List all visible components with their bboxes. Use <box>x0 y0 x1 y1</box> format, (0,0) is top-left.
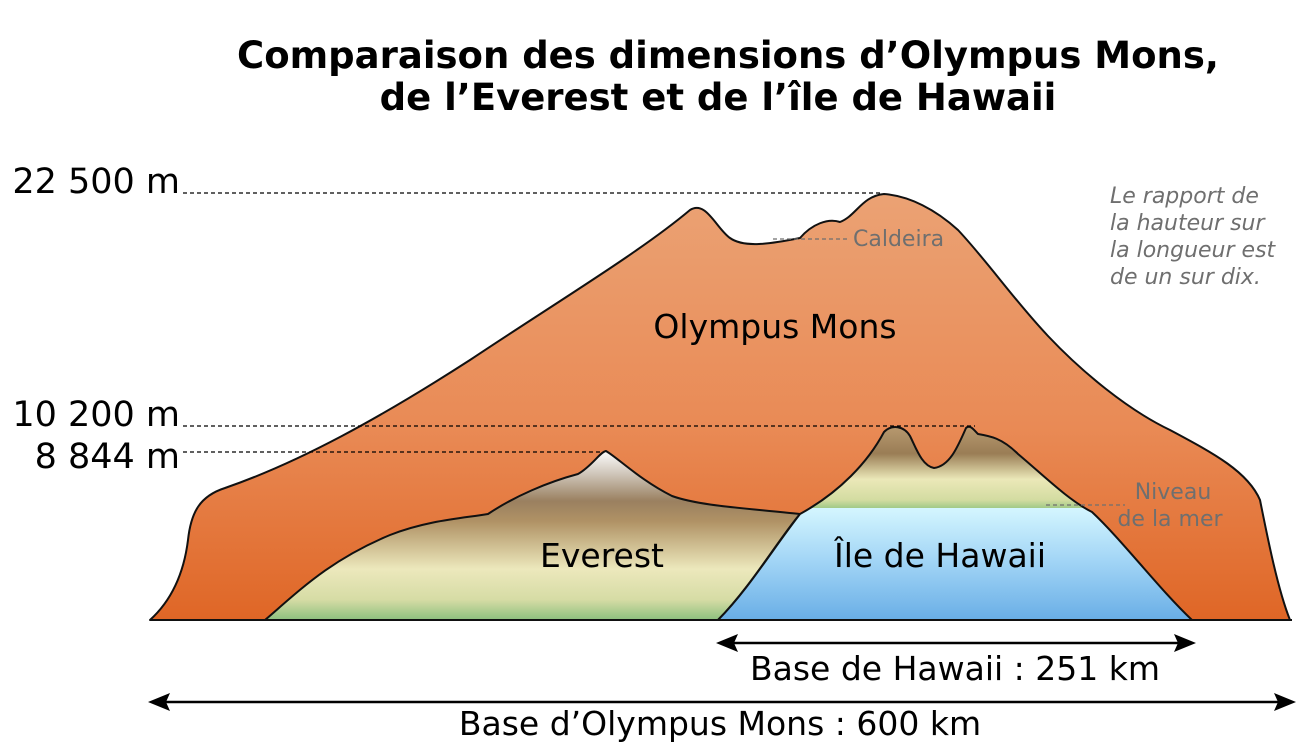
altitude-label-low: 8 844 m <box>35 437 180 477</box>
ratio-note-line-2: la hauteur sur <box>1110 211 1267 236</box>
olympus-base-arrow <box>148 693 1296 711</box>
caldeira-label: Caldeira <box>853 227 944 252</box>
hawaii-label: Île de Hawaii <box>833 535 1046 575</box>
title-line-2: de l’Everest et de l’île de Hawaii <box>380 76 1057 119</box>
hawaii-base-label: Base de Hawaii : 251 km <box>750 649 1160 688</box>
olympus-base-label: Base d’Olympus Mons : 600 km <box>459 704 981 743</box>
hawaii-base-arrow <box>716 634 1196 652</box>
sea-level-label-line-2: de la mer <box>1117 507 1223 532</box>
altitude-label-mid: 10 200 m <box>12 395 180 435</box>
sea-level-label-line-1: Niveau <box>1135 480 1212 505</box>
hawaii-land-shape <box>808 425 1087 508</box>
title-line-1: Comparaison des dimensions d’Olympus Mon… <box>237 34 1219 77</box>
everest-label: Everest <box>540 536 664 575</box>
ratio-note-line-4: de un sur dix. <box>1110 265 1261 290</box>
ratio-note-line-1: Le rapport de <box>1110 184 1259 209</box>
altitude-label-top: 22 500 m <box>12 162 180 202</box>
olympus-mons-label: Olympus Mons <box>653 307 896 346</box>
ratio-note-line-3: la longueur est <box>1110 238 1277 263</box>
hawaii-sea-shape <box>717 508 1193 621</box>
